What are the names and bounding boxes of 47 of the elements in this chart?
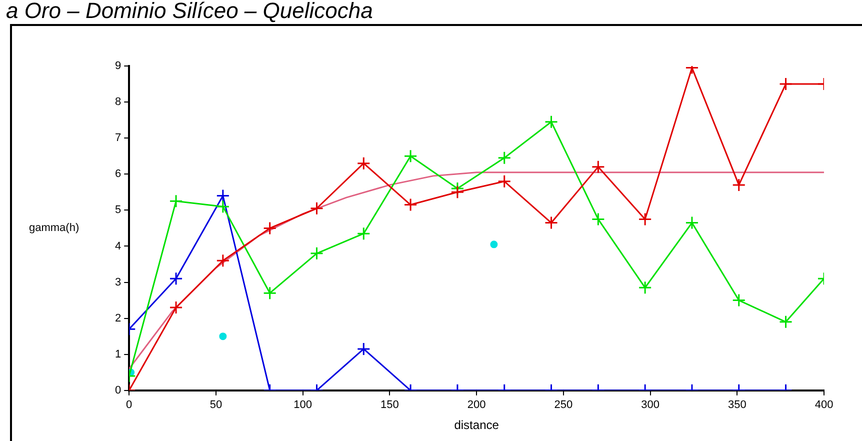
point [310, 202, 324, 216]
point [591, 212, 605, 226]
point [498, 174, 512, 188]
point [490, 240, 498, 248]
point [498, 151, 512, 165]
x-tick-label: 200 [467, 399, 486, 412]
y-tick-label: 6 [114, 168, 122, 180]
y-tick-label: 0 [114, 384, 122, 396]
x-tick-label: 50 [210, 399, 222, 412]
point [356, 226, 370, 240]
point [216, 189, 230, 203]
point [638, 212, 652, 226]
x-tick-label: 150 [380, 399, 399, 412]
chart-title: a Oro – Dominio Silíceo – Quelicocha [6, 0, 373, 24]
point [263, 286, 277, 300]
x-tick-label: 400 [814, 399, 834, 412]
y-tick-label: 5 [114, 204, 122, 216]
y-tick-label: 1 [114, 348, 122, 360]
point [544, 115, 558, 129]
y-tick-label: 3 [114, 276, 122, 288]
point [310, 246, 324, 260]
x-tick-label: 300 [641, 399, 660, 412]
point [732, 178, 746, 192]
y-tick-label: 2 [114, 312, 122, 324]
x-tick-label: 0 [126, 399, 132, 412]
point [263, 221, 277, 235]
point [404, 198, 418, 212]
y-axis-title: gamma(h) [28, 222, 80, 234]
point [356, 156, 370, 170]
y-tick-label: 8 [114, 96, 122, 108]
x-axis-title: distance [454, 418, 500, 432]
y-tick-label: 9 [114, 60, 122, 72]
point [169, 194, 183, 208]
point [450, 185, 464, 199]
point [404, 149, 418, 163]
point [216, 254, 230, 268]
point [685, 216, 699, 230]
point [638, 280, 652, 294]
point [591, 160, 605, 174]
point [169, 272, 183, 286]
y-tick-label: 7 [114, 132, 122, 144]
y-tick-label: 4 [114, 240, 122, 252]
x-tick-label: 250 [554, 399, 573, 412]
x-tick-label: 100 [294, 399, 312, 412]
x-tick-label: 350 [728, 399, 746, 412]
point [544, 216, 558, 230]
point [216, 200, 230, 214]
